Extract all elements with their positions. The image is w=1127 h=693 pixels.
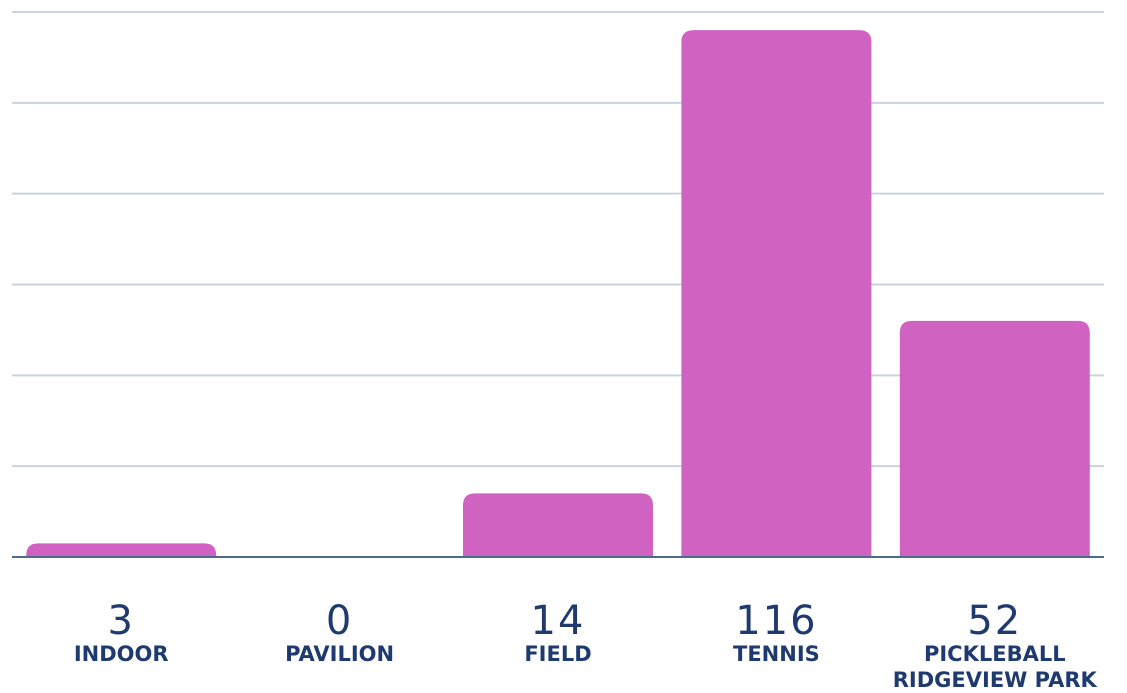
value-label: 116: [735, 598, 817, 644]
value-label: 0: [326, 598, 353, 644]
category-label: PICKLEBALL: [924, 642, 1066, 666]
value-labels: 3 0 14 116 52: [107, 598, 1022, 644]
bar-pickleball: [899, 320, 1090, 557]
bar-tennis: [681, 30, 872, 557]
category-label: PAVILION: [285, 642, 394, 666]
category-labels: INDOOR PAVILION FIELD TENNIS PICKLEBALLRIDGE…: [74, 642, 1098, 692]
category-label: TENNIS: [733, 642, 820, 666]
category-label: FIELD: [524, 642, 591, 666]
category-label: INDOOR: [74, 642, 169, 666]
category-label: RIDGEVIEW PARK: [893, 668, 1098, 692]
bar-indoor: [26, 543, 217, 557]
value-label: 3: [107, 598, 134, 644]
bar-field: [463, 493, 653, 557]
value-label: 52: [967, 598, 1022, 644]
value-label: 14: [531, 598, 586, 644]
bars: [26, 30, 1090, 557]
